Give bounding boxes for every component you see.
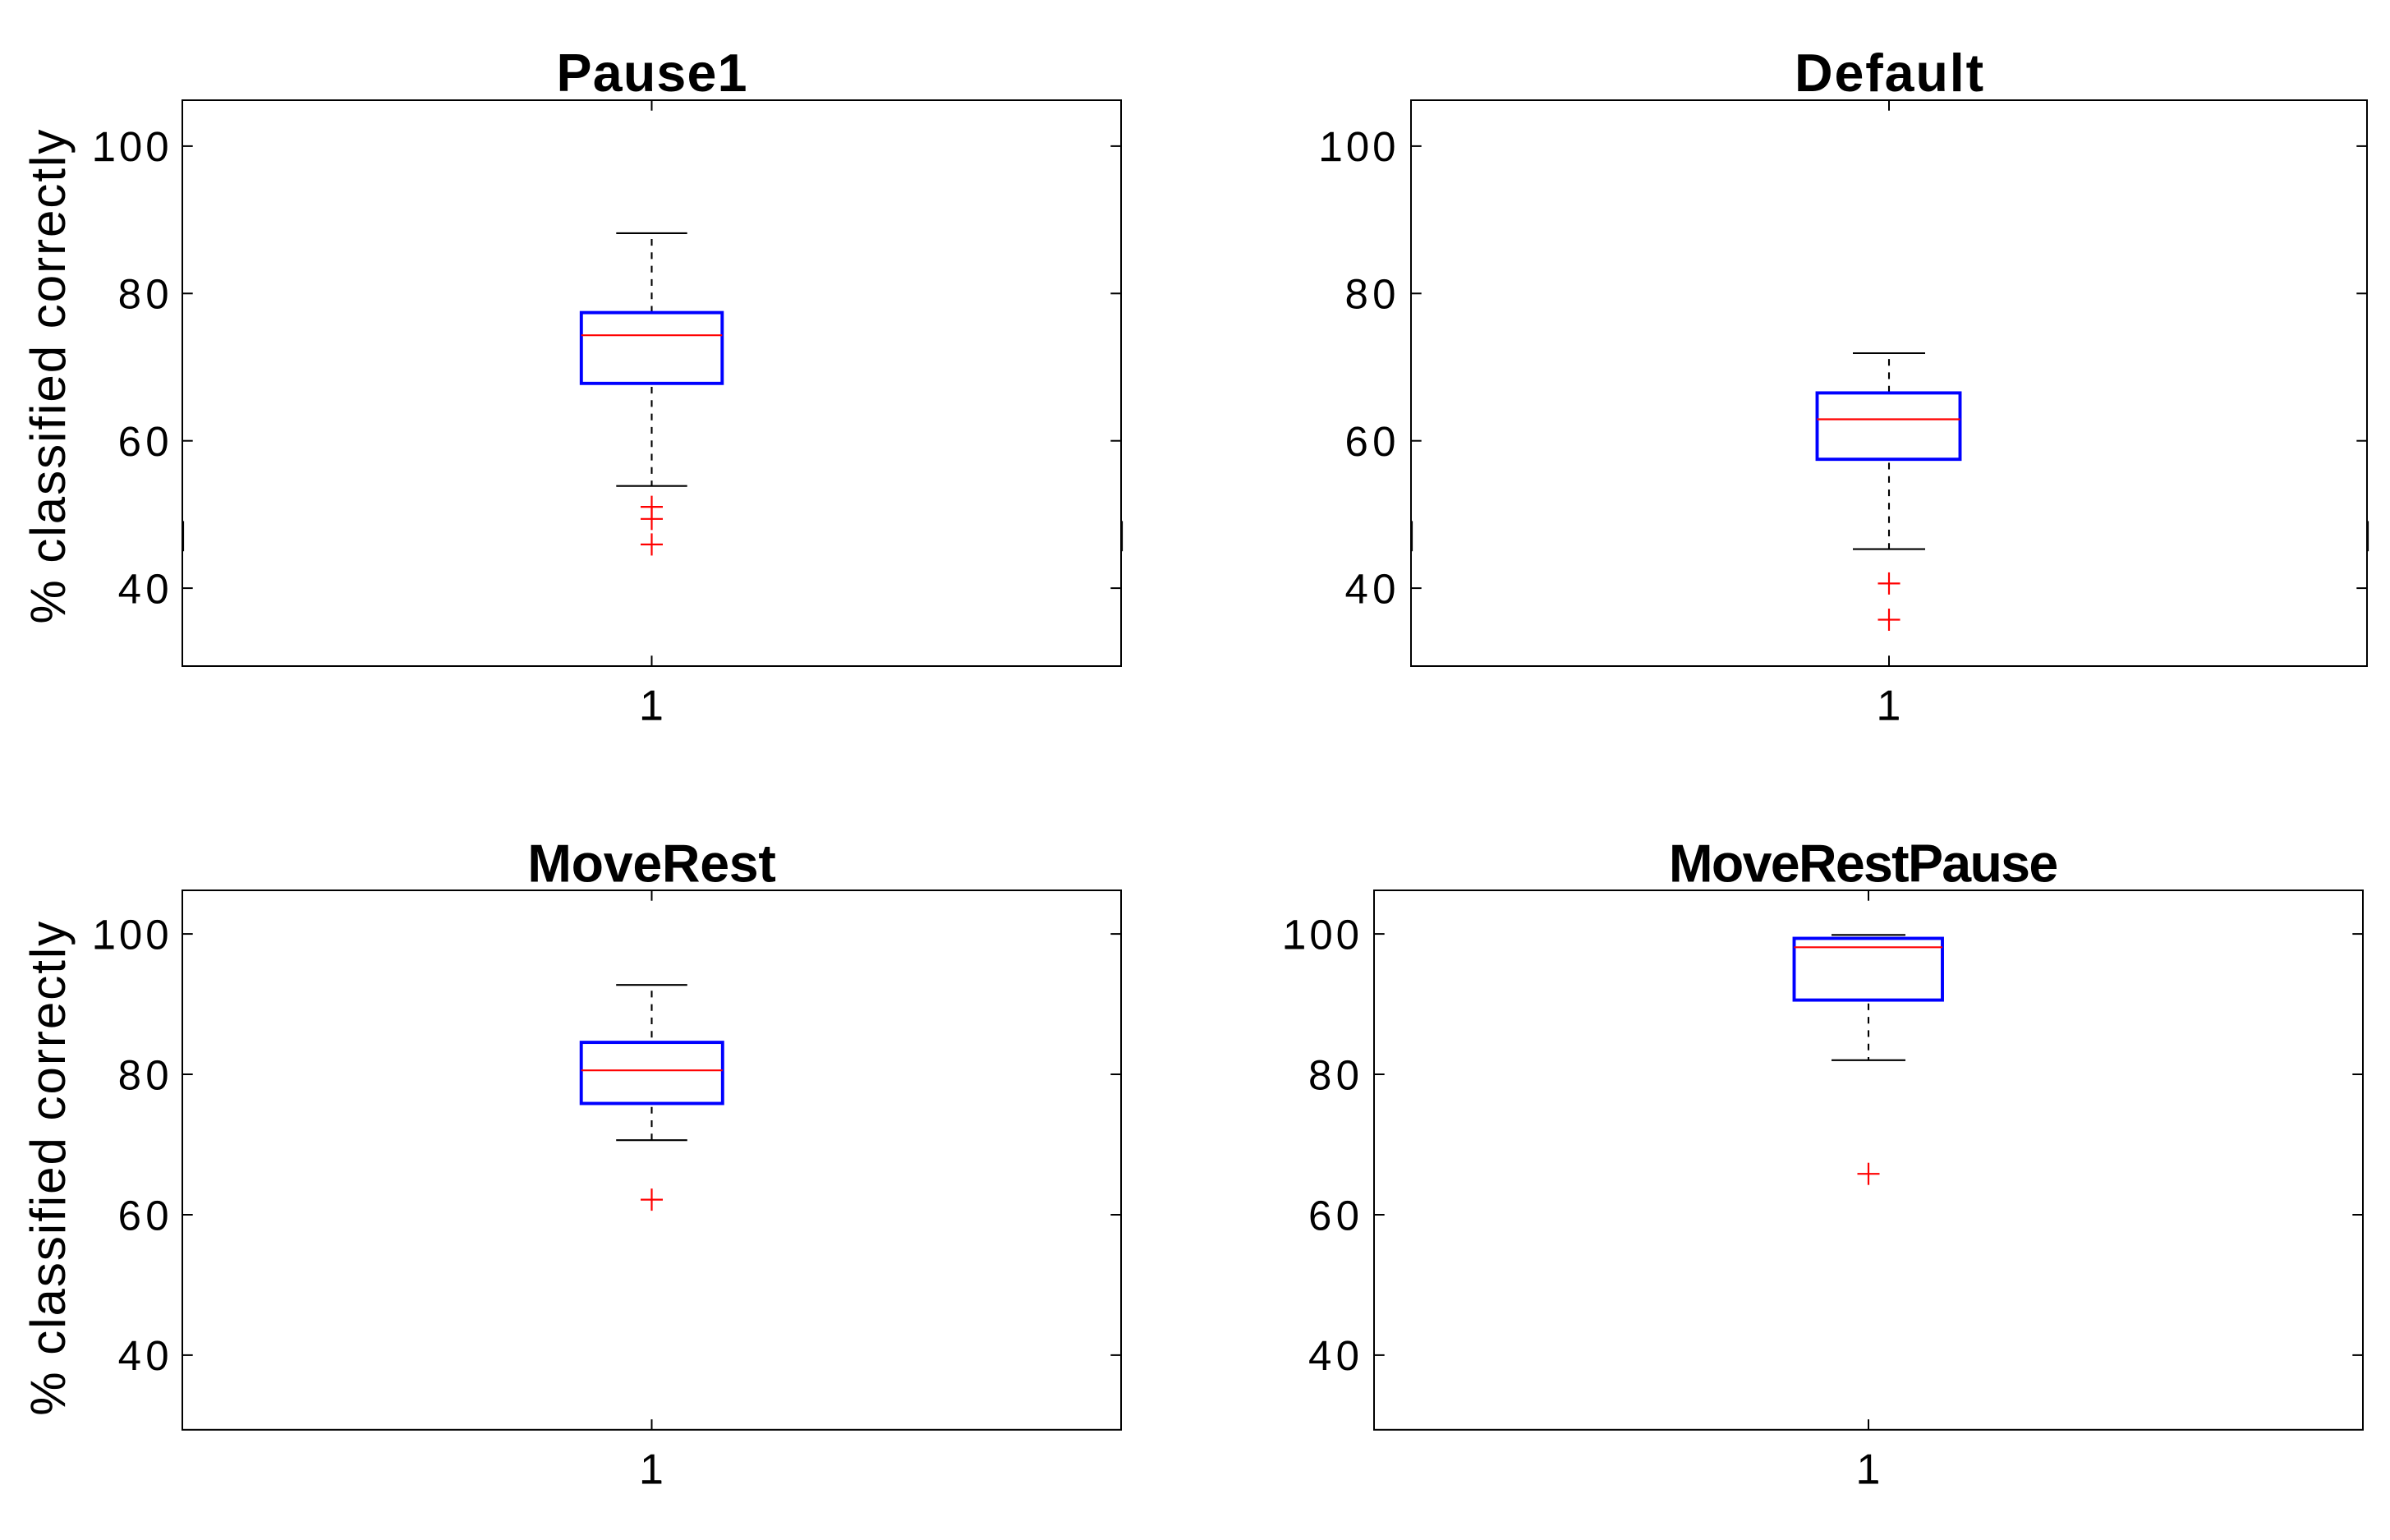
svg-text:100: 100 <box>93 911 169 958</box>
svg-text:100: 100 <box>93 123 169 170</box>
svg-text:MoveRestPause: MoveRestPause <box>1669 834 2057 893</box>
svg-text:Default: Default <box>1795 44 1985 103</box>
svg-text:1: 1 <box>640 1446 664 1494</box>
svg-text:1: 1 <box>1878 683 1901 730</box>
svg-text:Pause1: Pause1 <box>557 44 748 103</box>
svg-text:% classified correctly: % classified correctly <box>21 130 76 624</box>
svg-text:1: 1 <box>1857 1446 1881 1494</box>
svg-text:% classified correctly: % classified correctly <box>21 922 76 1416</box>
svg-text:MoveRest: MoveRest <box>527 834 775 893</box>
svg-text:1: 1 <box>640 683 664 730</box>
svg-text:100: 100 <box>1283 911 1359 958</box>
svg-text:100: 100 <box>1320 123 1396 170</box>
